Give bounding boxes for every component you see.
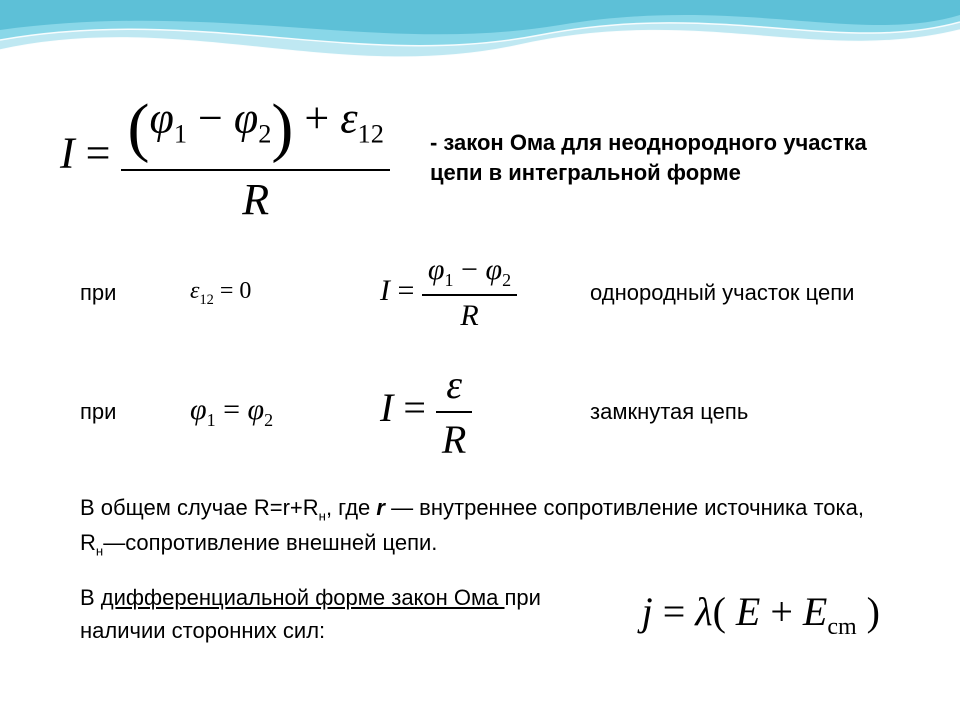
case1-result: I = φ1 − φ2 R (380, 253, 550, 333)
case1-description: однородный участок цепи (590, 278, 854, 308)
main-formula-row: I = (φ1 − φ2) + ε12 R - закон Ома для не… (60, 90, 900, 225)
differential-form-formula: j = λ( E + Ecm ) (642, 588, 880, 641)
case2-result: I = ε R (380, 361, 550, 463)
case2-description: замкнутая цепь (590, 397, 748, 427)
formula-lhs: I (60, 129, 75, 178)
case2-condition: φ1 = φ2 (190, 393, 340, 431)
slide-content: I = (φ1 − φ2) + ε12 R - закон Ома для не… (0, 0, 960, 720)
case2-label: при (80, 399, 150, 425)
main-formula-description: - закон Ома для неоднородного участка це… (430, 128, 900, 187)
differential-form-text: В дифференциальной форме закон Ома при н… (80, 581, 602, 647)
case2-row: при φ1 = φ2 I = ε R замкнутая цепь (80, 361, 900, 463)
case1-condition: ε12 = 0 (190, 278, 340, 309)
case1-row: при ε12 = 0 I = φ1 − φ2 R однородный уча… (80, 253, 900, 333)
main-formula: I = (φ1 − φ2) + ε12 R (60, 90, 390, 225)
differential-form-row: В дифференциальной форме закон Ома при н… (80, 581, 880, 647)
general-case-text: В общем случае R=r+Rн, где r — внутренне… (80, 491, 880, 561)
case1-label: при (80, 280, 150, 306)
